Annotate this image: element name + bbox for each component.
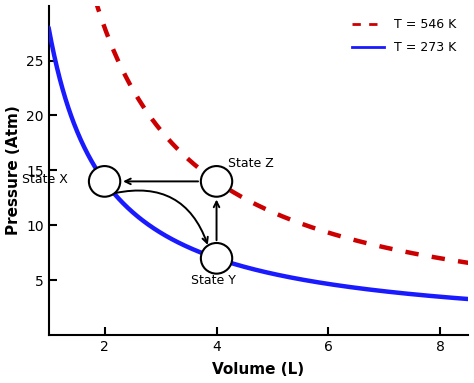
Text: State X: State X xyxy=(22,173,68,186)
Legend: T = 546 K, T = 273 K: T = 546 K, T = 273 K xyxy=(346,12,462,60)
Ellipse shape xyxy=(201,166,232,197)
Ellipse shape xyxy=(89,166,120,197)
Text: State Z: State Z xyxy=(228,157,273,170)
Text: State Y: State Y xyxy=(191,274,236,287)
Y-axis label: Pressure (Atm): Pressure (Atm) xyxy=(6,106,20,235)
X-axis label: Volume (L): Volume (L) xyxy=(212,362,305,377)
Ellipse shape xyxy=(201,243,232,273)
